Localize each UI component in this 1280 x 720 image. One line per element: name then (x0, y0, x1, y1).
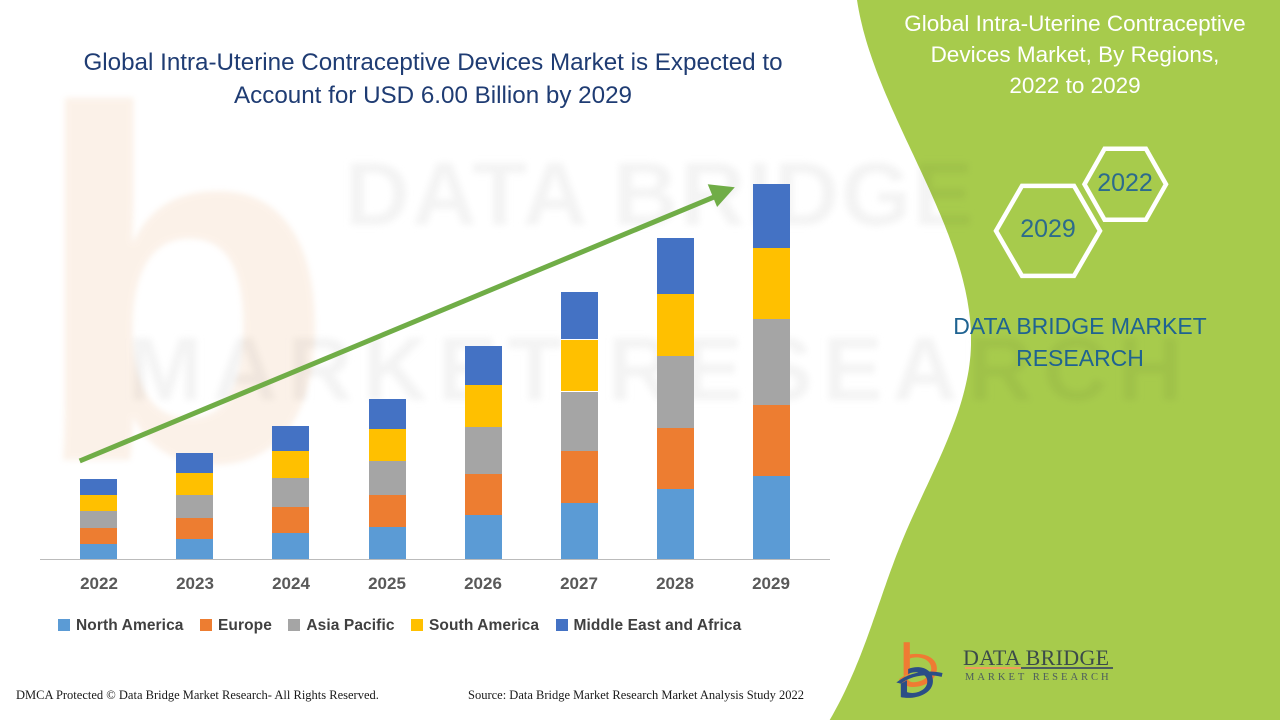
svg-text:2022: 2022 (1097, 169, 1153, 197)
svg-text:2029: 2029 (1020, 215, 1076, 243)
